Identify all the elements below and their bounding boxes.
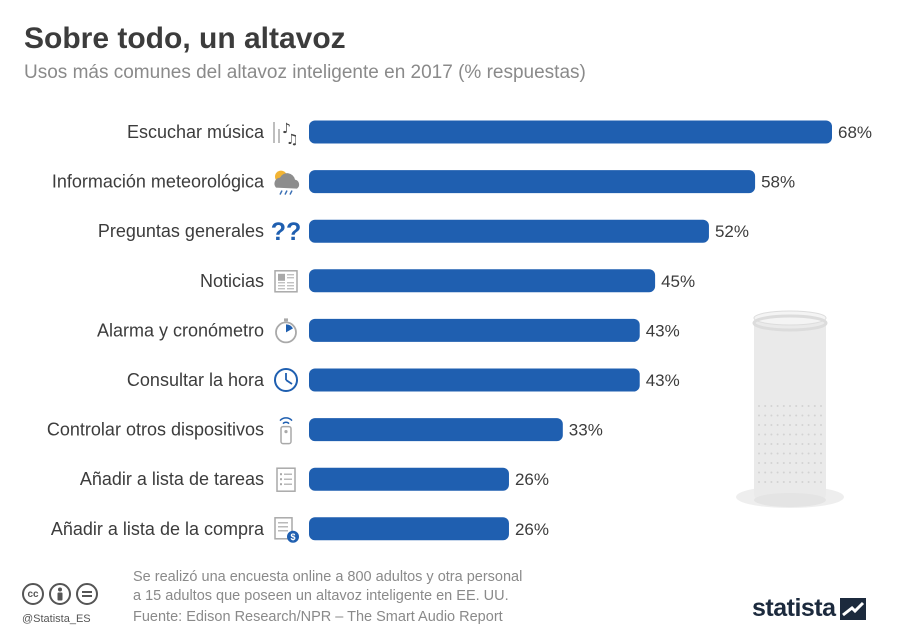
stopwatch-icon xyxy=(275,318,297,344)
weather-icon xyxy=(274,170,300,195)
bar xyxy=(309,170,756,194)
by-person-icon xyxy=(49,583,71,605)
footer-note-line-1: Se realizó una encuesta online a 800 adu… xyxy=(133,569,523,585)
value-label: 52% xyxy=(715,222,749,241)
bar xyxy=(309,318,640,342)
bar xyxy=(309,269,656,293)
svg-text:$: $ xyxy=(290,532,295,542)
license-icons: cc xyxy=(22,583,98,605)
value-label: 68% xyxy=(838,123,872,142)
category-label: Controlar otros dispositivos xyxy=(47,420,264,440)
svg-text:♪: ♪ xyxy=(282,121,291,137)
remote-control-icon xyxy=(279,417,293,445)
svg-text:??: ?? xyxy=(271,218,302,246)
category-label: Escuchar música xyxy=(127,122,265,142)
category-label: Preguntas generales xyxy=(98,221,264,241)
cc-icon: cc xyxy=(22,583,44,605)
bar-chart: Escuchar música ♪♫ 68% Información meteorol… xyxy=(47,120,872,543)
bar xyxy=(309,517,509,541)
bar xyxy=(309,467,509,491)
question-marks-icon: ?? xyxy=(271,218,302,246)
category-label: Añadir a lista de la compra xyxy=(51,519,265,539)
bar xyxy=(309,418,563,442)
category-label: Información meteorológica xyxy=(52,172,265,192)
statista-logo[interactable]: statista xyxy=(752,594,866,623)
svg-text:♫: ♫ xyxy=(286,132,299,148)
bar xyxy=(309,120,832,144)
smart-speaker-illustration xyxy=(736,310,844,508)
value-label: 45% xyxy=(661,272,695,291)
value-label: 43% xyxy=(646,371,680,390)
category-label: Consultar la hora xyxy=(127,370,265,390)
chart-title: Sobre todo, un altavoz xyxy=(24,22,346,55)
shopping-list-icon: $ xyxy=(274,517,299,543)
value-label: 33% xyxy=(569,421,603,440)
logo-text: statista xyxy=(752,594,836,622)
newspaper-icon xyxy=(274,270,298,293)
task-list-icon xyxy=(276,467,296,492)
bar xyxy=(309,368,640,392)
clock-icon xyxy=(274,368,298,392)
value-label: 58% xyxy=(761,173,795,192)
category-label: Noticias xyxy=(200,271,264,291)
bar xyxy=(309,219,709,243)
statista-logo-icon xyxy=(839,597,866,620)
twitter-handle[interactable]: @Statista_ES xyxy=(22,613,91,625)
footer-note: Se realizó una encuesta online a 800 adu… xyxy=(133,568,603,606)
footer-source: Fuente: Edison Research/NPR – The Smart … xyxy=(133,609,503,625)
category-label: Alarma y cronómetro xyxy=(97,320,264,340)
footer-note-line-2: a 15 adultos que poseen un altavoz intel… xyxy=(133,588,509,604)
category-label: Añadir a lista de tareas xyxy=(80,469,264,489)
value-label: 26% xyxy=(515,470,549,489)
value-label: 43% xyxy=(646,321,680,340)
music-notes-icon: ♪♫ xyxy=(273,121,299,148)
nd-equals-icon xyxy=(76,583,98,605)
value-label: 26% xyxy=(515,520,549,539)
chart-subtitle: Usos más comunes del altavoz inteligente… xyxy=(24,62,586,83)
